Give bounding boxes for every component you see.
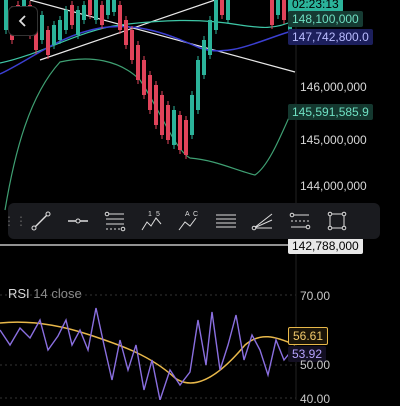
- candle-body: [88, 0, 92, 15]
- fib-extension-icon: [289, 212, 310, 230]
- candle-body: [202, 40, 206, 75]
- candle-body: [282, 0, 286, 20]
- back-button[interactable]: [8, 6, 38, 36]
- svg-text:A: A: [185, 211, 190, 218]
- rsi-params: 14 close: [33, 286, 82, 301]
- candle-body: [178, 115, 182, 150]
- bollinger-upper: [0, 19, 296, 64]
- fib-fan-tool[interactable]: [244, 203, 281, 239]
- svg-text:C: C: [193, 211, 198, 218]
- rsi-value-tag: 53.92: [288, 346, 327, 362]
- candle-body: [40, 15, 44, 40]
- candle-body: [148, 75, 152, 110]
- candle-body: [76, 10, 80, 35]
- chevron-left-icon: [18, 15, 26, 27]
- grip-icon[interactable]: ⋮⋮: [3, 214, 27, 228]
- crosshair-price-tag: 142,788,000: [288, 238, 363, 254]
- candle-body: [172, 110, 176, 145]
- candle-body: [220, 0, 224, 15]
- candle-body: [124, 20, 128, 45]
- candle-body: [166, 105, 170, 140]
- rsi-ma-tag: 56.61: [288, 327, 329, 345]
- grid: [0, 294, 296, 399]
- candle-body: [82, 5, 86, 20]
- candle-body: [160, 95, 164, 135]
- candle-body: [64, 10, 68, 30]
- rectangle-tool[interactable]: [318, 203, 355, 239]
- fib-retracement-icon: [104, 211, 125, 232]
- rsi-ma-line: [0, 321, 296, 384]
- candle-body: [70, 5, 74, 25]
- candle-body: [214, 0, 218, 30]
- candle-body: [112, 0, 116, 12]
- candle-body: [226, 0, 230, 20]
- candle-body: [270, 0, 274, 25]
- fib-extension-tool[interactable]: [281, 203, 318, 239]
- svg-text:1: 1: [148, 211, 152, 218]
- candle-body: [52, 25, 56, 45]
- price-label-144m: 144,000,000: [300, 179, 367, 193]
- candle-body: [118, 5, 122, 30]
- candle-body: [276, 0, 280, 15]
- price-label-146m: 146,000,000: [300, 80, 367, 94]
- rsi-level-50: 50.00: [300, 358, 331, 372]
- horizontal-ray-icon: [67, 218, 88, 224]
- rsi-level-40: 40.00: [300, 392, 331, 406]
- rsi-indicator-title[interactable]: RSI 14 close: [8, 286, 82, 301]
- svg-text:5: 5: [156, 211, 160, 218]
- candle-body: [106, 0, 110, 15]
- candle-body: [190, 95, 194, 135]
- current-price-tag: 147,742,800.0: [288, 29, 373, 45]
- candle-body: [58, 20, 62, 40]
- upper-band-tag: 148,100,000: [288, 11, 363, 27]
- price-label-145m: 145,000,000: [300, 133, 367, 147]
- candle-body: [100, 5, 104, 25]
- candle-body: [208, 20, 212, 55]
- parallel-channel-tool[interactable]: [207, 203, 244, 239]
- horizontal-ray-tool[interactable]: [59, 203, 96, 239]
- moving-average: [0, 25, 296, 75]
- candle-body: [46, 30, 50, 55]
- rsi-level-70: 70.00: [300, 289, 331, 303]
- candle-body: [136, 45, 140, 80]
- timer-tag: 02:23:13: [288, 0, 343, 12]
- trend-line-tool[interactable]: [22, 203, 59, 239]
- fib-retracement-tool[interactable]: [96, 203, 133, 239]
- candle-body: [4, 0, 8, 30]
- candle-body: [154, 85, 158, 125]
- candle-body: [130, 30, 134, 60]
- rsi-label: RSI: [8, 286, 30, 301]
- candle-body: [34, 20, 38, 50]
- candle-body: [94, 0, 98, 20]
- rsi-panel: [0, 307, 296, 400]
- fib-fan-icon: [251, 213, 272, 231]
- middle-band-tag: 145,591,585.9: [288, 104, 373, 120]
- rsi-line: [0, 307, 293, 400]
- trend-line-icon: [31, 211, 50, 231]
- candle-body: [196, 60, 200, 110]
- rectangle-icon: [327, 211, 346, 231]
- candle-body: [184, 120, 188, 155]
- parallel-channel-icon: [215, 214, 236, 228]
- candle-body: [142, 60, 146, 95]
